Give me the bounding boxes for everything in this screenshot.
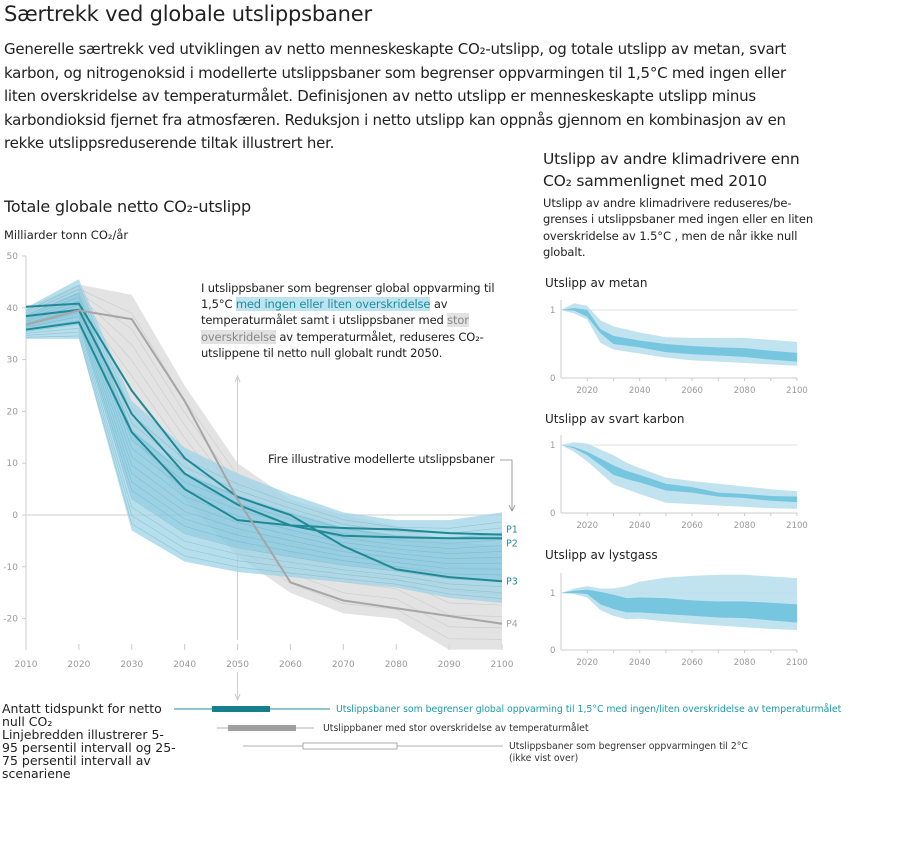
panel-x-tick-label: 2080	[734, 386, 756, 396]
panel-band-inner-black-carbon	[561, 445, 797, 503]
panel-title-metan: Utslipp av metan	[545, 276, 648, 290]
panel-title-black-carbon: Utslipp av svart karbon	[545, 412, 685, 426]
x-tick-label: 2080	[385, 660, 408, 670]
panel-x-tick-label: 2080	[734, 658, 756, 668]
legend-range-box-2	[228, 725, 296, 731]
x-tick-label: 2060	[279, 660, 302, 670]
pathway-line-p4	[25, 309, 503, 625]
x-tick-label: 2050	[226, 660, 249, 670]
pathway-line-p2	[25, 308, 502, 540]
panel-x-tick-label: 2080	[734, 521, 756, 531]
annotation-text-1: I utslippsbaner som begrenser global opp…	[201, 281, 495, 312]
scenario-line-blue	[25, 289, 503, 534]
bracket-line	[500, 459, 513, 510]
y-tick-label: 20	[7, 407, 19, 417]
y-tick-label: 10	[7, 459, 19, 469]
legend-left-text: Antatt tidspunkt for netto null CO₂ Linj…	[2, 702, 177, 780]
scenario-line-blue	[25, 335, 503, 599]
panel-band-inner-nitrous-oxide	[561, 589, 797, 623]
y-tick-label: 40	[7, 304, 19, 314]
intro-paragraph: Generelle særtrekk ved utviklingen av ne…	[4, 40, 786, 152]
panel-y-label: 1	[550, 441, 555, 451]
legend-item-label-1: Utslippsbaner som begrenser global oppva…	[336, 704, 842, 715]
scenario-line-blue	[25, 300, 503, 549]
main-chart-title: Totale globale netto CO₂-utslipp	[4, 197, 251, 216]
panel-x-tick-label: 2020	[576, 386, 598, 396]
pathway-line-p1	[25, 321, 503, 536]
panel-x-tick-label: 2040	[629, 658, 651, 668]
main-chart-unit: Milliarder tonn CO₂/år	[4, 228, 129, 242]
panel-x-tick-label: 2100	[786, 386, 808, 396]
panel-y-label: 0	[550, 509, 555, 519]
annotation-text-2: av temperaturmålet samt i utslippsbaner …	[201, 297, 448, 328]
y-tick-label: 30	[7, 356, 19, 366]
x-tick-label: 2030	[120, 660, 143, 670]
legend-item-label-3: Utslippsbaner som begrenser oppvarmingen…	[509, 741, 748, 752]
x-tick-label: 2020	[67, 660, 90, 670]
x-tick-label: 2010	[15, 660, 38, 670]
panel-y-label: 1	[550, 589, 555, 599]
panel-x-tick-label: 2020	[576, 658, 598, 668]
legend-item-note: (ikke vist over)	[509, 753, 578, 764]
net-zero-label: Antatt tidspunkt for netto null CO₂	[2, 701, 162, 729]
pathway-label-p4: P4	[506, 619, 518, 630]
annotation-highlight-low-overshoot: med ingen eller liten overskridelse	[235, 297, 431, 312]
x-tick-label: 2070	[332, 660, 355, 670]
panel-x-tick-label: 2040	[629, 521, 651, 531]
scenario-line-blue	[25, 285, 503, 529]
scenario-line-blue	[25, 331, 503, 593]
scenario-line-blue	[25, 323, 503, 582]
y-tick-label: -20	[3, 615, 18, 625]
panel-x-tick-label: 2020	[576, 521, 598, 531]
panel-x-tick-label: 2100	[786, 658, 808, 668]
pathway-label-p1: P1	[506, 525, 518, 536]
panel-x-tick-label: 2060	[681, 658, 703, 668]
panel-y-label: 0	[550, 646, 555, 656]
panel-title-nitrous-oxide: Utslipp av lystgass	[545, 548, 658, 562]
pathways-label: Fire illustrative modellerte utslippsban…	[268, 452, 495, 466]
panel-x-tick-label: 2060	[681, 386, 703, 396]
scenario-line-blue	[25, 308, 503, 559]
annotation-text-3: av temperaturmålet, reduseres CO₂-utslip…	[201, 329, 484, 360]
y-tick-label: 50	[7, 252, 19, 262]
scenario-line-blue	[25, 296, 503, 544]
page-title: Særtrekk ved globale utslippsbaner	[4, 2, 372, 26]
scenario-line-blue	[25, 312, 503, 564]
arrow-down-icon	[234, 693, 241, 702]
panel-band-inner-metan	[561, 307, 797, 362]
scenario-line-blue	[25, 327, 503, 588]
x-tick-label: 2090	[438, 660, 461, 670]
x-tick-label: 2100	[491, 660, 514, 670]
panel-x-tick-label: 2100	[786, 521, 808, 531]
pathway-line-p3	[25, 302, 503, 583]
legend-range-box-3	[302, 742, 398, 750]
panel-x-tick-label: 2040	[629, 386, 651, 396]
x-tick-label: 2040	[173, 660, 196, 670]
width-note: Linjebredden illustrerer 5-95 persentil …	[2, 727, 176, 781]
panel-y-label: 1	[550, 306, 555, 316]
panel-x-tick-label: 2060	[681, 521, 703, 531]
right-section-description: Utslipp av andre klimadrivere reduseres/…	[543, 196, 814, 259]
arrow-down-icon	[508, 504, 516, 512]
pathway-label-p3: P3	[506, 576, 518, 587]
pathway-label-p2: P2	[506, 538, 518, 549]
panel-y-label: 0	[550, 374, 555, 384]
panel-band-outer-black-carbon	[561, 442, 797, 509]
band-low-overshoot	[26, 279, 502, 604]
y-tick-label: -10	[3, 563, 18, 573]
legend-item-label-2: Utslippbaner med stor overskridelse av t…	[323, 723, 589, 734]
scenario-line-blue	[25, 320, 503, 576]
arrow-up-icon	[234, 374, 241, 383]
y-tick-label: 0	[12, 511, 18, 521]
right-section-title: Utslipp av andre klimadrivere enn CO₂ sa…	[543, 150, 800, 190]
legend-range-box-1	[212, 706, 270, 712]
main-annotation: I utslippsbaner som begrenser global opp…	[201, 280, 511, 361]
